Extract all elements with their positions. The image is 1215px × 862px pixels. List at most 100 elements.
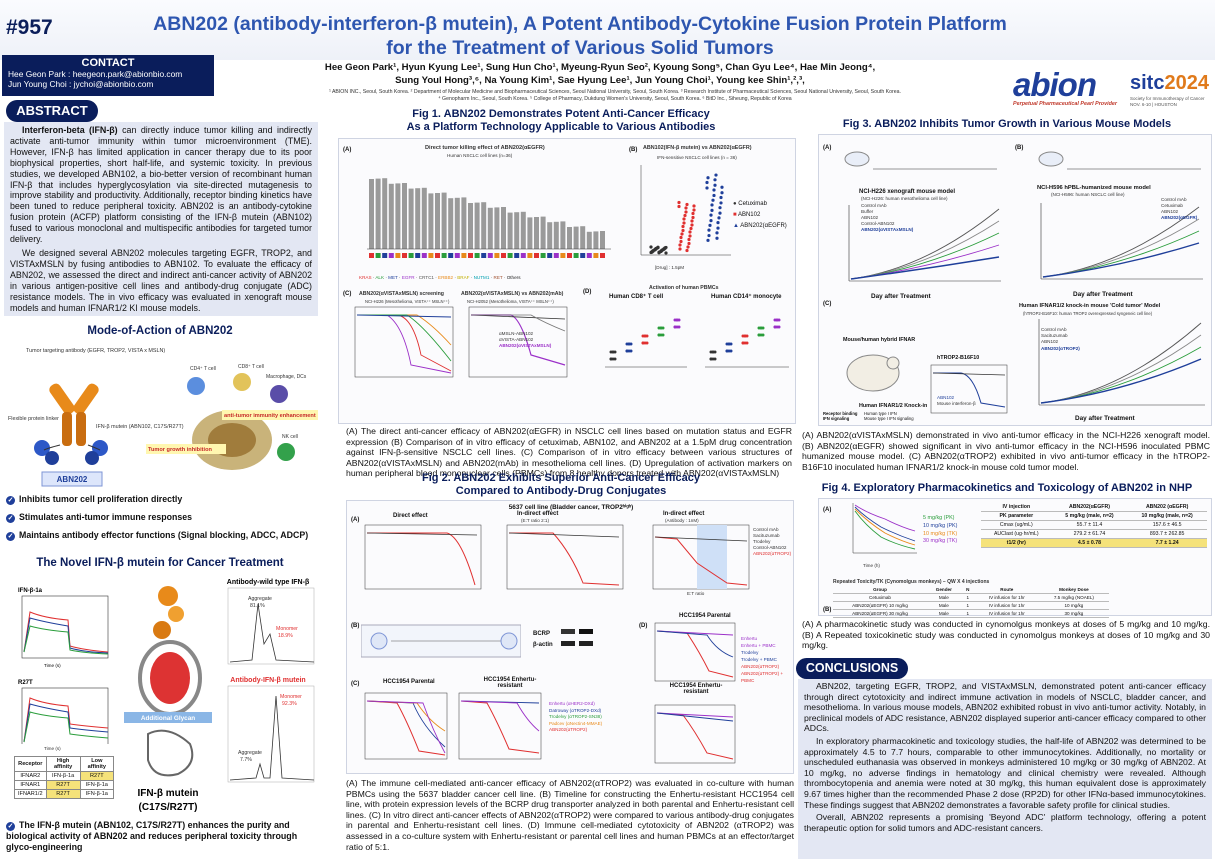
fig3c-mid-chart	[930, 364, 1008, 414]
legend-item: Control-ABN102	[861, 221, 895, 226]
conclusions-p3: Overall, ABN202 represents a promising '…	[804, 812, 1206, 833]
bar	[501, 207, 506, 249]
novel-header: The Novel IFN-β mutein for Cancer Treatm…	[36, 557, 284, 569]
mutation-tile	[593, 253, 599, 258]
table-cell: 157.6 ± 46.5	[1127, 520, 1207, 530]
fig2c1-title: HCC1954 Parental	[383, 679, 435, 685]
table-cell: Male	[927, 601, 961, 610]
abstract-p1-bold: Interferon-beta (IFN-β)	[22, 125, 118, 135]
fig1a-legend: KRAS · ALK · MET · EGFR · CRTC1 · ERBB2 …	[359, 275, 521, 280]
legend-item: Control-ABN102	[753, 545, 787, 550]
fig1c2-subtitle: NCI-H2052 (Mesothelioma, VISTA⁺⁺ MSLN⁺⁺)	[467, 299, 554, 304]
sensorgram-title2: R27T	[18, 680, 33, 686]
fig3-title: Fig 3. ABN202 Inhibits Tumor Growth in V…	[842, 118, 1172, 130]
table-cell: IV infusion for 1hr	[974, 609, 1039, 618]
fig3c-xlabel: Day after Treatment	[1075, 415, 1135, 422]
table-cell: AUClast (ug·hr/mL)	[981, 529, 1052, 539]
fig1-title-line1: Fig 1. ABN202 Demonstrates Potent Anti-C…	[412, 108, 710, 120]
fig1d-dots	[609, 318, 781, 361]
wt-mono: Monomer	[276, 626, 298, 632]
scatter-point	[716, 221, 720, 225]
mutation-tile	[540, 253, 546, 258]
table-row: IFNAR1 R27T IFN-β-1a	[14, 780, 115, 790]
table-row: Cetuximab Male 1 IV infusion for 1hr 7.5…	[833, 593, 1109, 602]
novel-note-text: The IFN-β mutein (ABN102, C17S/R27T) enh…	[6, 820, 298, 852]
scatter-point	[654, 246, 658, 251]
mutein-sublabel: (C17S/R27T)	[139, 802, 198, 813]
mutation-tile	[441, 253, 447, 258]
wt-agg: Aggregate	[248, 596, 272, 602]
fig2d-legend: Enhertu Enhertu + PBMC Trodelvy Trodelvy…	[741, 635, 793, 684]
scatter-point	[718, 211, 722, 215]
mutation-tile	[494, 253, 500, 258]
growth-curve	[1042, 242, 1200, 278]
sitc-tagline: Society for Immunotherapy of Cancer NOV.…	[1130, 96, 1205, 107]
bar	[474, 202, 480, 249]
scatter-point	[706, 176, 710, 180]
moa-diagram: ABN202 Tumor targeting antibody (EGFR, T…	[4, 340, 318, 490]
table-header-cell: N	[960, 586, 975, 594]
table-header-cell: Route	[974, 586, 1039, 594]
table-row: AUClast (ug·hr/mL) 279.2 ± 61.74 893.7 ±…	[981, 529, 1207, 539]
growth-curve	[1042, 230, 1200, 278]
fig2b-blot-labels: BCRP β-actin	[533, 629, 553, 651]
scatter-point	[717, 216, 721, 220]
bar	[600, 231, 605, 249]
table-header-cell: High affinity	[45, 756, 81, 772]
mut-mono-val: 92.3%	[282, 701, 297, 707]
fig3c-legend: Control mAb Sacituzumab ABN102 ABN202(αT…	[1041, 327, 1080, 352]
table-row: Receptor binding Human type I IFN	[823, 411, 923, 416]
fig1c2-legend: αMSLN-ABN102 αVISTA-ABN102 ABN202(αVISTA…	[499, 331, 551, 349]
legend-label: Cetuximab	[738, 201, 767, 207]
fig1c1-subtitle: NCI-H226 (Mesothelioma, VISTA⁺⁺ MSLN⁺⁺)	[365, 299, 450, 304]
mut-agg: Aggregate	[238, 750, 262, 756]
fig3a-xlabel: Day after Treatment	[871, 293, 931, 300]
table-row: ABN202(αEGFR) 10 mg/kg Male 1 IV infusio…	[833, 601, 1109, 610]
mutein-label: IFN-β mutein	[137, 788, 198, 799]
bar	[408, 188, 414, 249]
moa-cd4: CD4⁺ T cell	[190, 366, 216, 372]
legend-item: ALK	[375, 275, 385, 280]
scatter-point	[708, 223, 712, 227]
moa-header: Mode-of-Action of ABN202	[87, 325, 233, 337]
scatter-point	[713, 183, 717, 187]
poster-title: ABN202 (antibody-interferon-β mutein), A…	[120, 12, 1040, 60]
fig3-caption: (A) ABN202(αVISTAxMSLN) demonstrated in …	[802, 430, 1210, 472]
bar	[527, 217, 533, 249]
growth-curve	[850, 244, 1000, 280]
fig2-title: Fig 2. ABN202 Exhibits Superior Anti-Can…	[330, 472, 792, 497]
header-banner	[0, 0, 1215, 60]
receptor-affinity-table: Receptor High affinity Low affinity IFNA…	[14, 756, 115, 799]
table-header-row: Receptor High affinity Low affinity	[14, 756, 115, 772]
table-header-row: IV injection ABN202(αEGFR) ABN202 (αEGFR…	[981, 503, 1207, 512]
legend-item: MET	[388, 275, 398, 280]
table-cell: IFN-β-1a	[79, 789, 115, 799]
table-cell: 1	[960, 609, 975, 618]
bar	[494, 207, 500, 249]
legend-item: Padcev (αNectin4-MMAE)	[549, 720, 603, 726]
scatter-point	[709, 219, 713, 223]
contact-line1: Hee Geon Park : heegeon.park@abionbio.co…	[8, 69, 183, 79]
dot-point	[727, 342, 731, 346]
legend-item: Enhertu (αHER2-DXd)	[549, 701, 595, 706]
scatter-point	[649, 245, 653, 249]
fig2-title-line1: Fig 2. ABN202 Exhibits Superior Anti-Can…	[422, 472, 700, 484]
ki-mouse-label: Mouse/human hybrid IFNAR	[843, 337, 916, 343]
sensorgram-xlabel1: Time (s)	[44, 663, 61, 668]
mutation-tile	[487, 253, 493, 258]
fig1-panel-b-letter: (B)	[629, 147, 638, 153]
legend-item: ABN202(αTROP2)	[1041, 345, 1080, 351]
abstract-p2: We designed several ABN202 molecules tar…	[10, 247, 312, 313]
title-line1: ABN202 (antibody-interferon-β mutein), A…	[153, 13, 1007, 35]
table-cell: Human type I IFN	[863, 411, 897, 416]
legend-item: ABN202(αEGFR)	[1161, 215, 1198, 220]
table-cell: Cetuximab	[833, 593, 928, 602]
legend-item: Control mAb	[1041, 327, 1067, 332]
dot-point	[711, 350, 715, 354]
bar	[534, 217, 539, 249]
table-cell: 55.7 ± 11.4	[1051, 520, 1128, 530]
table-header-cell: Low affinity	[79, 756, 115, 772]
fig1a-bars	[369, 178, 605, 258]
sensorgram-panels: IFN-β-1a Time (s) R27T	[18, 588, 109, 744]
fig4a-legend: 5 mg/kg (PK) 10 mg/kg (PK) 10 mg/kg (TK)…	[923, 515, 957, 546]
